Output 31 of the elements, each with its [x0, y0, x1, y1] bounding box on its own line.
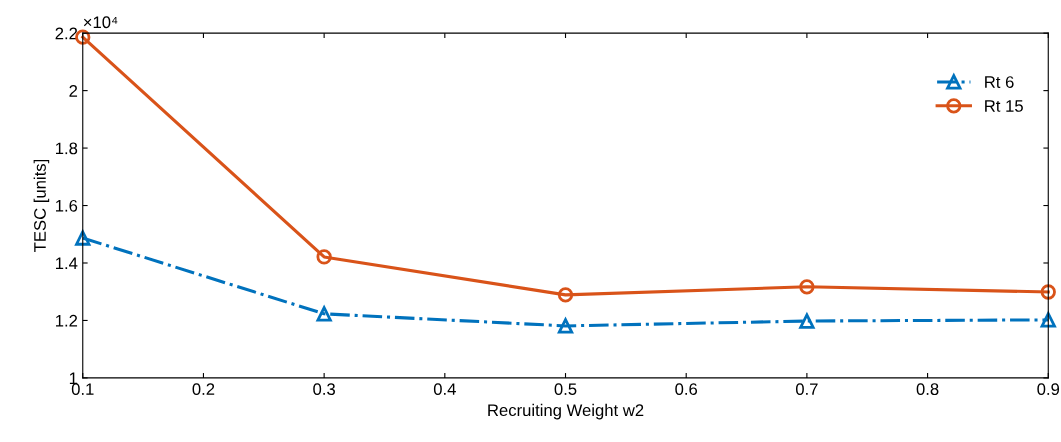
x-tick-label: 0.5	[554, 383, 577, 396]
y-tick-label: 2.2	[55, 27, 78, 40]
legend-label: Rt 15	[985, 100, 1023, 112]
legend-label: Rt 6	[985, 76, 1014, 88]
point	[75, 230, 91, 246]
x-axis-title: Recruiting Weight w2	[488, 403, 644, 420]
y-tick-label: 1.8	[56, 142, 78, 155]
x-tick-label: 0.9	[1037, 383, 1060, 396]
point	[799, 313, 815, 329]
x-tick-label: 0.4	[433, 383, 456, 396]
x-tick-label: 0.6	[675, 383, 698, 396]
x-tick-label: 0.8	[916, 383, 939, 396]
text: ×10⁴	[83, 16, 118, 29]
point	[316, 249, 332, 265]
x-tick-label: 0.3	[313, 383, 335, 396]
point	[557, 318, 574, 334]
y-tick-label: 1	[69, 372, 78, 384]
x-tick-label: 0.2	[192, 383, 215, 396]
point	[316, 306, 332, 322]
y-tick-label: 1.2	[56, 314, 78, 327]
point	[557, 287, 574, 303]
x-tick-label: 0.1	[71, 383, 94, 396]
point	[799, 279, 815, 295]
y-axis-title: TESC [units]	[33, 159, 50, 252]
y-tick-label: 2	[69, 85, 78, 97]
point	[75, 29, 91, 45]
y-tick-label: 1.6	[56, 199, 78, 212]
x-tick-label: 0.7	[795, 383, 818, 396]
y-tick-label: 1.4	[56, 257, 78, 270]
point	[1040, 312, 1056, 328]
point	[1040, 284, 1056, 300]
